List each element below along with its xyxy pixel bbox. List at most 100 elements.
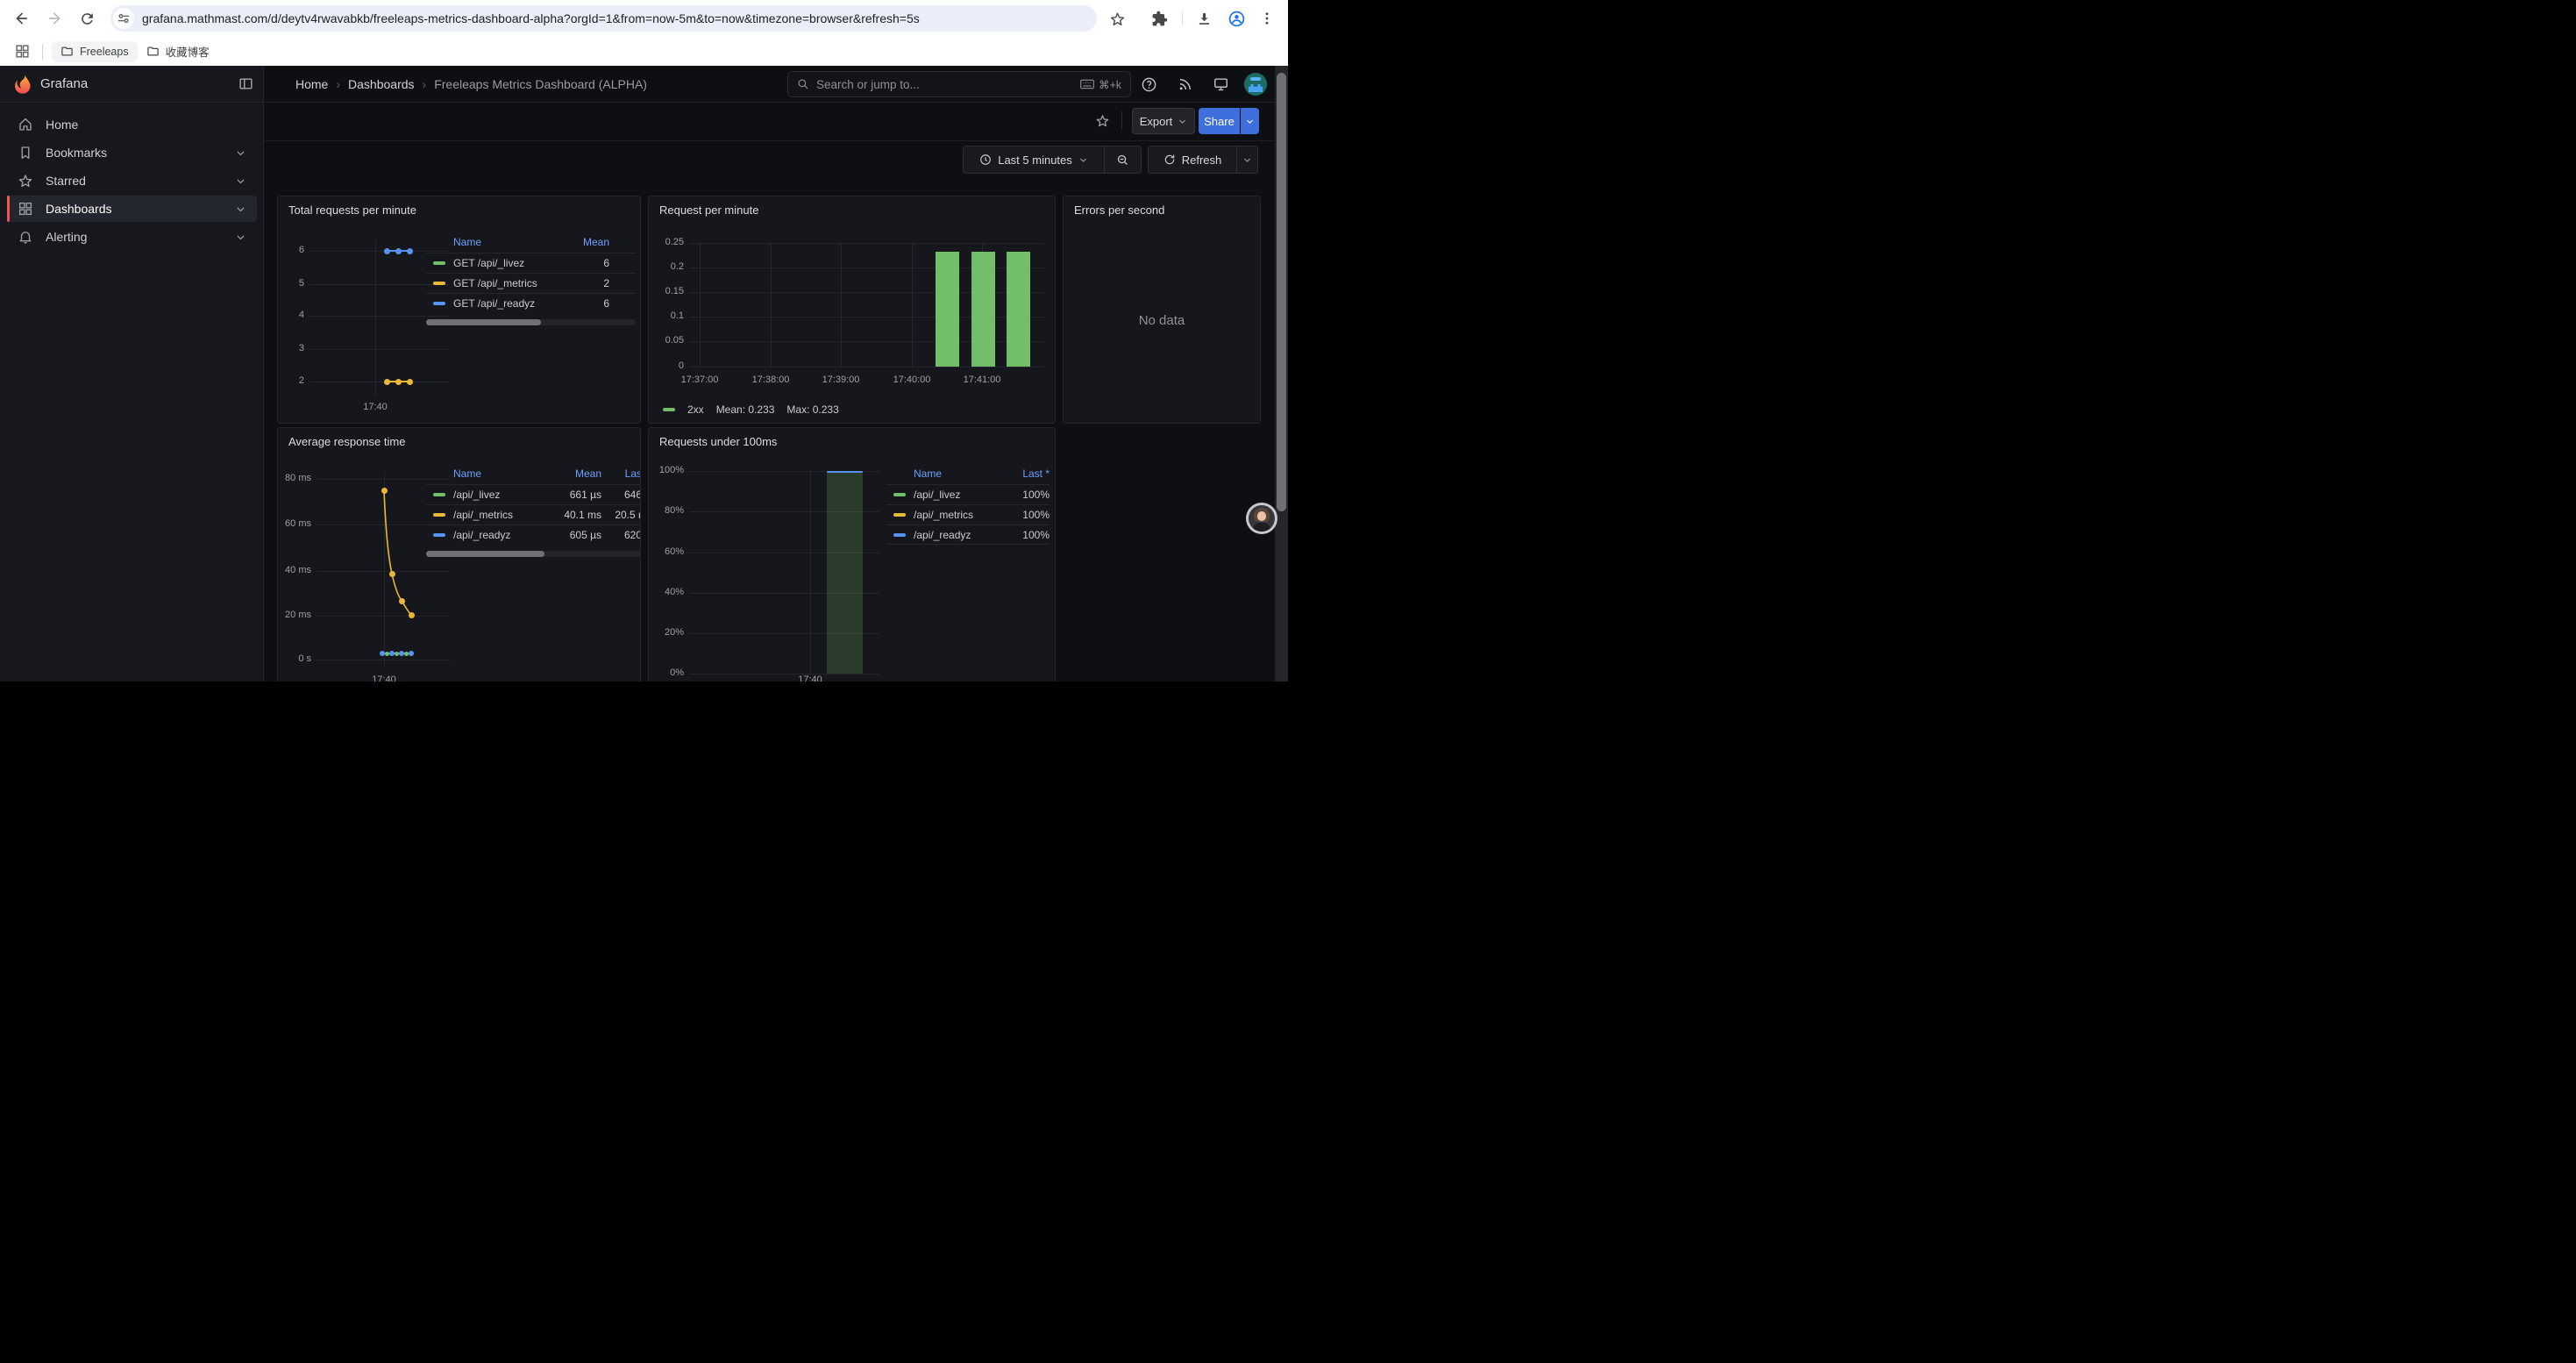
- data-point: [384, 379, 390, 385]
- chevron-down-icon[interactable]: [235, 203, 246, 215]
- series-name[interactable]: GET /api/_metrics: [453, 277, 557, 289]
- chevron-down-icon: [1178, 117, 1187, 126]
- sidebar-item-label: Dashboards: [46, 202, 112, 216]
- keyboard-icon: [1080, 79, 1094, 89]
- gridline: [810, 471, 811, 674]
- panel-title[interactable]: Request per minute: [659, 203, 758, 217]
- bookmark-folder-freeleaps[interactable]: Freeleaps: [52, 41, 138, 62]
- series-name[interactable]: /api/_metrics: [914, 509, 1006, 521]
- help-icon[interactable]: [1138, 74, 1159, 95]
- site-settings-icon[interactable]: [113, 8, 134, 29]
- data-point: [381, 488, 388, 494]
- chevron-down-icon[interactable]: [235, 175, 246, 187]
- panel-avg-response-time[interactable]: Average response time 80 ms 60 ms 40 ms …: [277, 427, 641, 682]
- toolbar-divider: [1121, 111, 1122, 129]
- series-name[interactable]: /api/_metrics: [453, 509, 552, 521]
- x-tick: 17:40: [349, 402, 402, 412]
- scrollbar-thumb[interactable]: [426, 319, 541, 325]
- x-tick: 17:38:00: [740, 375, 801, 385]
- breadcrumb-dashboards[interactable]: Dashboards: [348, 77, 415, 91]
- series-name[interactable]: GET /api/_readyz: [453, 297, 557, 310]
- sidebar-item-home[interactable]: Home: [7, 111, 257, 138]
- chevron-down-icon[interactable]: [235, 147, 246, 159]
- series-mean: 605 µs: [552, 529, 601, 541]
- series-name[interactable]: /api/_readyz: [914, 529, 1006, 541]
- no-data-message: No data: [1064, 313, 1260, 328]
- scrollbar-thumb[interactable]: [1277, 73, 1286, 511]
- brand-name[interactable]: Grafana: [40, 76, 88, 91]
- reload-button[interactable]: [75, 7, 98, 30]
- legend-col-name[interactable]: Name: [453, 467, 552, 480]
- panel-requests-under-100ms[interactable]: Requests under 100ms 100% 80% 60% 40% 20…: [648, 427, 1056, 682]
- refresh-button[interactable]: Refresh: [1149, 146, 1236, 173]
- sidebar-item-starred[interactable]: Starred: [7, 168, 257, 194]
- zoom-out-button[interactable]: [1104, 146, 1141, 173]
- legend-col-name[interactable]: Name: [914, 467, 1006, 480]
- chevron-down-icon[interactable]: [235, 232, 246, 243]
- time-range-picker[interactable]: Last 5 minutes: [964, 146, 1104, 173]
- panel-title[interactable]: Errors per second: [1074, 203, 1164, 217]
- gridline: [912, 243, 913, 367]
- series-name[interactable]: /api/_livez: [914, 489, 1006, 501]
- favorite-star-icon[interactable]: [1095, 113, 1110, 132]
- bookmarks-bar: Freeleaps 收藏博客: [0, 37, 1288, 66]
- back-button[interactable]: [11, 7, 33, 30]
- refresh-interval-button[interactable]: [1236, 146, 1257, 173]
- export-button[interactable]: Export: [1132, 108, 1195, 134]
- page-scrollbar[interactable]: [1275, 66, 1288, 682]
- y-tick: 60%: [649, 546, 684, 557]
- bell-icon: [18, 229, 33, 245]
- series-name[interactable]: /api/_readyz: [453, 529, 552, 541]
- menu-kebab-icon[interactable]: [1256, 7, 1278, 30]
- series-swatch: [893, 533, 906, 537]
- grafana-logo-icon[interactable]: [13, 74, 33, 98]
- y-tick: 5: [278, 278, 304, 289]
- profile-icon[interactable]: [1225, 7, 1248, 30]
- share-button[interactable]: Share: [1199, 108, 1240, 134]
- user-avatar[interactable]: [1244, 73, 1267, 96]
- series-swatch: [433, 282, 445, 285]
- sidebar-item-alerting[interactable]: Alerting: [7, 224, 257, 250]
- news-rss-icon[interactable]: [1175, 74, 1196, 95]
- legend-scrollbar[interactable]: [426, 319, 636, 325]
- legend-col-last[interactable]: Last *: [1006, 467, 1050, 480]
- sidebar-toggle-icon[interactable]: [238, 76, 253, 96]
- sidebar-item-bookmarks[interactable]: Bookmarks: [7, 139, 257, 166]
- legend-col-mean[interactable]: Mean: [552, 467, 601, 480]
- legend-col-last[interactable]: Las: [601, 467, 641, 480]
- share-menu-button[interactable]: [1241, 108, 1259, 134]
- zoom-out-icon: [1116, 153, 1129, 167]
- series-top-line: [827, 471, 863, 473]
- floating-assistant-avatar[interactable]: [1246, 503, 1277, 534]
- panel-errors-per-second[interactable]: Errors per second No data: [1063, 196, 1261, 424]
- legend-scrollbar[interactable]: [426, 551, 641, 557]
- series-name[interactable]: 2xx: [687, 403, 704, 416]
- extensions-icon[interactable]: [1148, 7, 1171, 30]
- legend-row: /api/_readyz 100%: [886, 525, 1050, 545]
- downloads-icon[interactable]: [1192, 7, 1215, 30]
- refresh-label: Refresh: [1182, 153, 1222, 167]
- series-name[interactable]: GET /api/_livez: [453, 257, 557, 269]
- panel-request-per-minute[interactable]: Request per minute 0.25 0.2 0.15 0.1 0.0…: [648, 196, 1056, 424]
- legend-col-mean[interactable]: Mean: [557, 236, 609, 248]
- panel-total-requests[interactable]: Total requests per minute 6 5 4 3 2 17:4…: [277, 196, 641, 424]
- series-name[interactable]: /api/_livez: [453, 489, 552, 501]
- panel-title[interactable]: Total requests per minute: [288, 203, 416, 217]
- forward-button[interactable]: [43, 7, 66, 30]
- sidebar-item-dashboards[interactable]: Dashboards: [7, 196, 257, 222]
- url-bar[interactable]: [110, 5, 1097, 32]
- bookmark-star-icon[interactable]: [1106, 7, 1128, 30]
- search-input[interactable]: [816, 78, 1080, 91]
- x-tick: 17:39:00: [810, 375, 872, 385]
- bookmark-folder-blogs[interactable]: 收藏博客: [138, 41, 218, 62]
- scrollbar-thumb[interactable]: [426, 551, 544, 557]
- legend-col-name[interactable]: Name: [453, 236, 557, 248]
- y-tick: 80%: [649, 505, 684, 516]
- panel-title[interactable]: Requests under 100ms: [659, 435, 777, 448]
- apps-grid-icon[interactable]: [11, 41, 33, 62]
- url-input[interactable]: [142, 11, 1097, 25]
- series-mean: 661 µs: [552, 489, 601, 501]
- search-box[interactable]: ⌘+k: [787, 71, 1131, 97]
- kiosk-monitor-icon[interactable]: [1210, 74, 1231, 95]
- breadcrumb-home[interactable]: Home: [295, 77, 328, 91]
